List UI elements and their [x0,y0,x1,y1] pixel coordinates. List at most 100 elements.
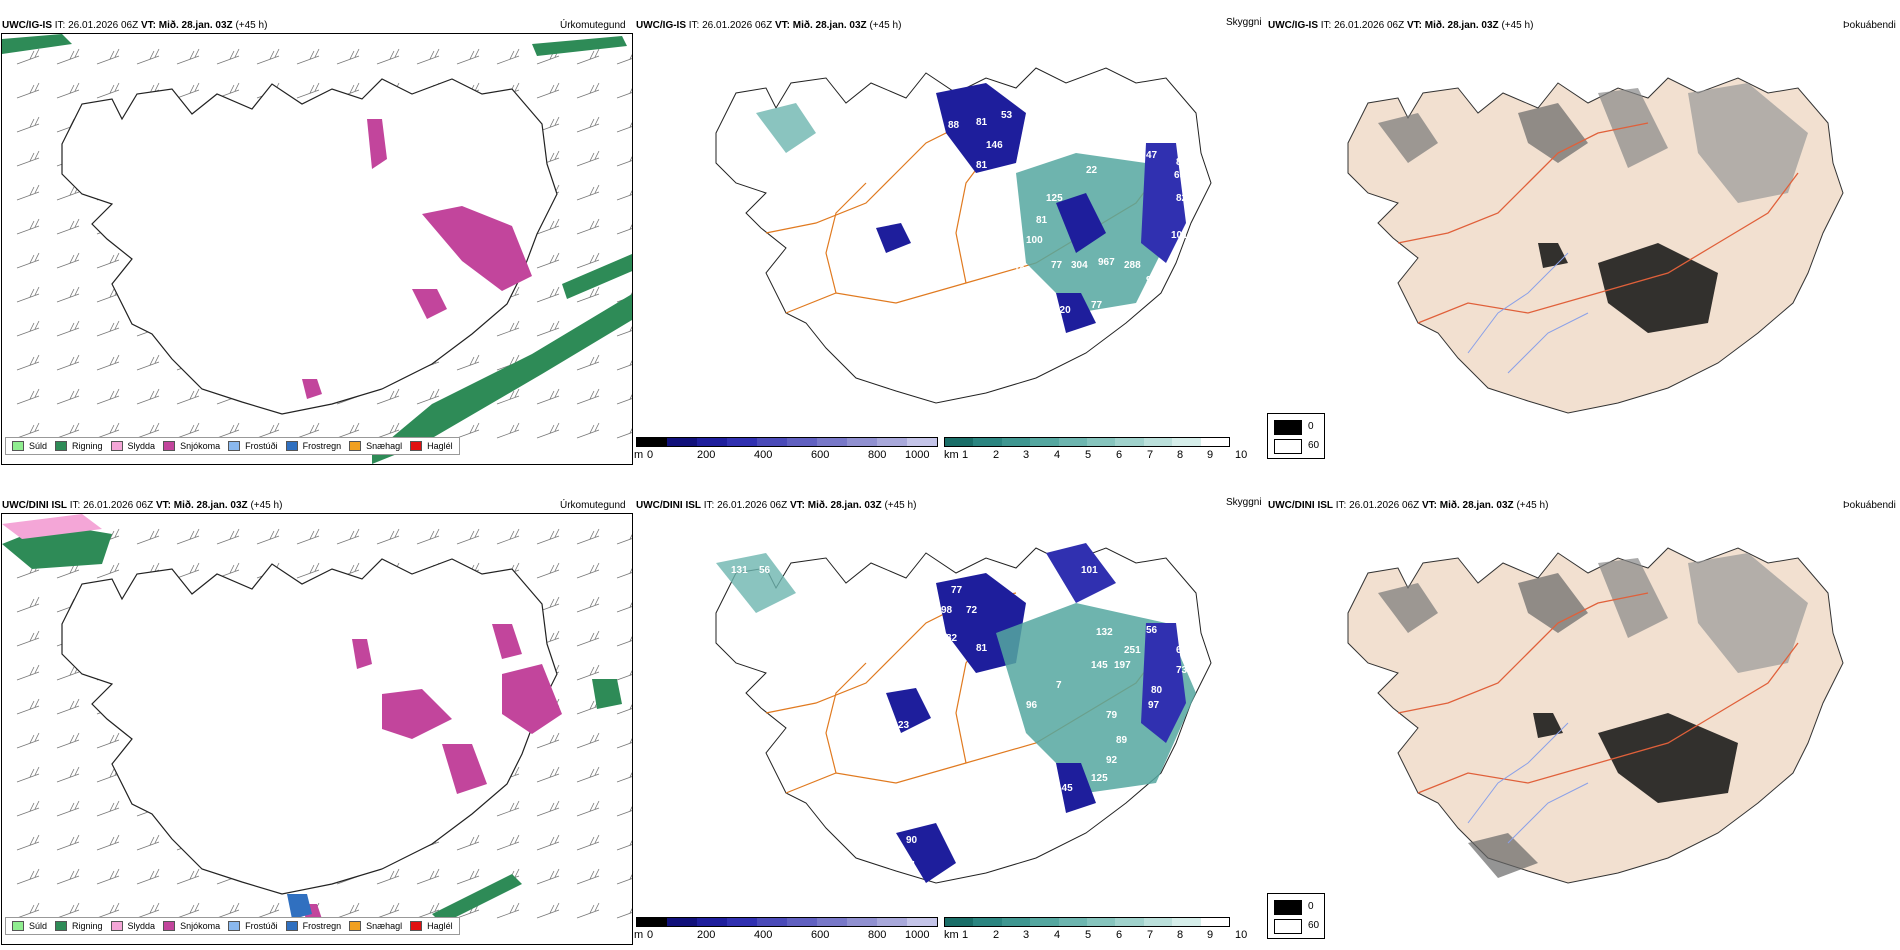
cloud-label: 100 [1026,235,1043,246]
wind-barb [56,252,80,269]
wind-barb [136,834,160,851]
cloud-label: 88 [948,120,960,131]
wind-barb [536,902,560,919]
wind-barb [456,354,480,371]
fog-top-title: UWC/IG-IS IT: 26.01.2026 06Z VT: Mið. 28… [1268,20,1534,31]
cb-tick: 4 [1054,929,1061,941]
legend-label: Rigning [72,921,103,931]
cb-tick: 6 [1116,929,1123,941]
cloud-label: 131 [731,565,748,576]
wind-barb [416,388,440,405]
legend-label: Frostúði [245,441,278,451]
wind-barb [576,698,600,715]
legend-item-slydda: Slydda [110,921,155,931]
wind-barb [576,766,600,783]
precip-map-top-svg [2,34,632,464]
legend-item-snjokoma: Snjókoma [163,921,220,931]
legend-label: Súld [29,441,48,451]
wind-barb [536,528,560,545]
wind-barb [616,54,632,65]
legend-item-rigning: Rigning [55,921,103,931]
wind-barb [16,902,40,919]
swatch-rigning [55,441,68,451]
wind-barb [96,48,120,65]
swatch-haglel [410,441,423,451]
cloud-base-unit-bottom: m [634,929,644,941]
wind-barb [576,286,600,303]
cb-tick: 5 [1085,449,1092,461]
iceland-outline-bottom [61,558,558,895]
cb-seg [973,918,1002,926]
precip-bottom-title: UWC/DINI ISL IT: 26.01.2026 06Z VT: Mið.… [2,500,283,511]
wind-barb [616,738,632,749]
wind-barb [176,388,200,405]
cloud-label: 38 [1061,335,1073,346]
wind-barb [616,806,632,817]
cloud-label: 97 [1148,700,1160,711]
cb-seg [727,918,757,926]
fog-roads-bottom [1397,592,1799,794]
wind-barb [216,528,240,545]
wind-barb [376,902,400,919]
cb-tick: 1000 [905,929,930,941]
wind-barb [56,868,80,885]
cloud-label: 73 [1176,665,1188,676]
cb-tick: 200 [697,449,716,461]
cb-seg [973,438,1002,446]
cloud-base-colorbar-top [636,437,938,447]
cb-tick: 800 [868,929,887,941]
wind-barb [176,422,200,439]
cb-tick: 7 [1147,929,1154,941]
wind-barb [176,868,200,885]
legend-label: Frostregn [302,921,342,931]
fog-rivers-bottom [1467,722,1589,844]
cb-seg [1058,918,1088,926]
cb-tick: 2 [993,449,1000,461]
wind-barb [56,422,80,439]
wind-barb [256,48,280,65]
legend-label: Frostregn [302,441,342,451]
cb-seg [1143,438,1173,446]
cb-seg [697,918,727,926]
wind-barb [616,840,632,851]
legend-item-rigning: Rigning [55,441,103,451]
wind-barb [216,422,240,439]
fog-swatch-60 [1274,439,1302,454]
wind-barb [536,562,560,579]
cloud-label: 98 [941,605,953,616]
legend-label: Snæhagl [366,441,403,451]
cb-tick: 1 [962,449,969,461]
wind-barb [616,534,632,545]
cloud-label: 125 [1091,773,1108,784]
cb-seg [847,918,877,926]
wind-barb [136,902,160,919]
cb-tick: 3 [1023,929,1030,941]
cloud-base-areas-bottom [716,543,1196,883]
wind-barb [56,354,80,371]
cb-tick: 400 [754,449,773,461]
wind-barb [536,766,560,783]
wind-barb [96,834,120,851]
fog-map-top [1268,33,1898,433]
fog-swatch-0 [1274,420,1302,435]
cb-tick: 5 [1085,929,1092,941]
cb-tick: 0 [647,449,654,461]
precip-map-bottom [1,513,633,945]
cloud-label: 47 [1146,150,1158,161]
wind-barb [576,664,600,681]
cloud-label: 304 [1071,260,1088,271]
wind-barb [96,252,120,269]
cloud-label: 197 [1114,660,1131,671]
cb-tick: 800 [868,449,887,461]
cb-tick: 9 [1207,449,1214,461]
precip-bottom-right-title: Úrkomutegund [560,500,626,511]
wind-barb [496,48,520,65]
cb-seg [787,438,817,446]
cloud-label: 81 [1036,215,1048,226]
wind-barb [256,902,280,919]
legend-label: Snjókoma [180,441,221,451]
wind-barb [576,732,600,749]
cloud-label: 146 [986,140,1003,151]
cb-tick: 7 [1147,449,1154,461]
legend-item-frostudi: Frostúði [228,921,278,931]
